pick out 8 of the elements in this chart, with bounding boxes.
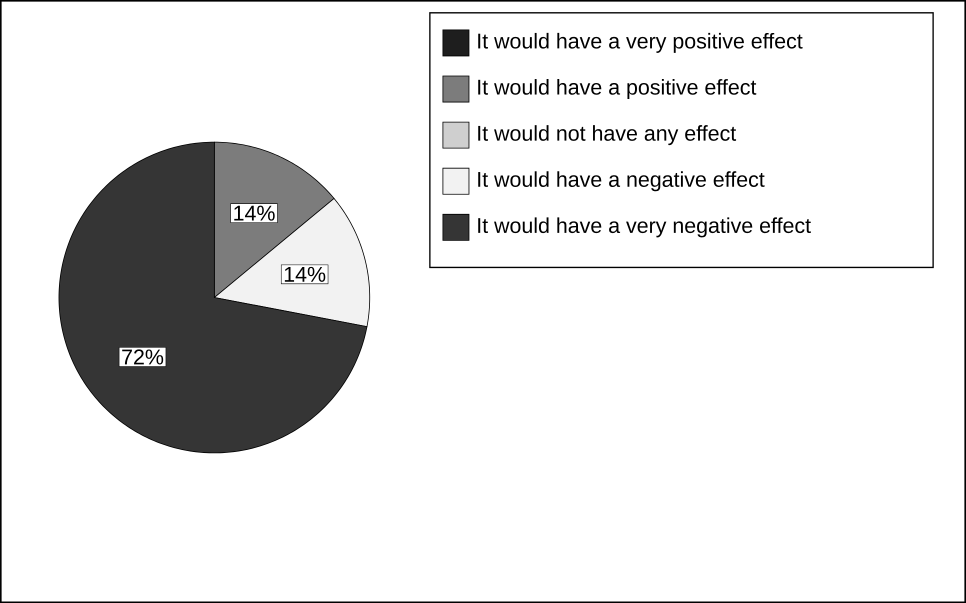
data-label: 14% [234, 206, 275, 221]
legend-label: It would not have any effect [478, 125, 736, 146]
data-label: 14% [284, 266, 326, 282]
legend-label: It would have a very negative effect [478, 217, 811, 238]
legend-label: It would have a negative effect [478, 171, 765, 192]
data-label: 72% [122, 349, 164, 364]
legend-label: It would have a very positive effect [478, 32, 803, 53]
legend-label: It would have a positive effect [478, 79, 756, 99]
